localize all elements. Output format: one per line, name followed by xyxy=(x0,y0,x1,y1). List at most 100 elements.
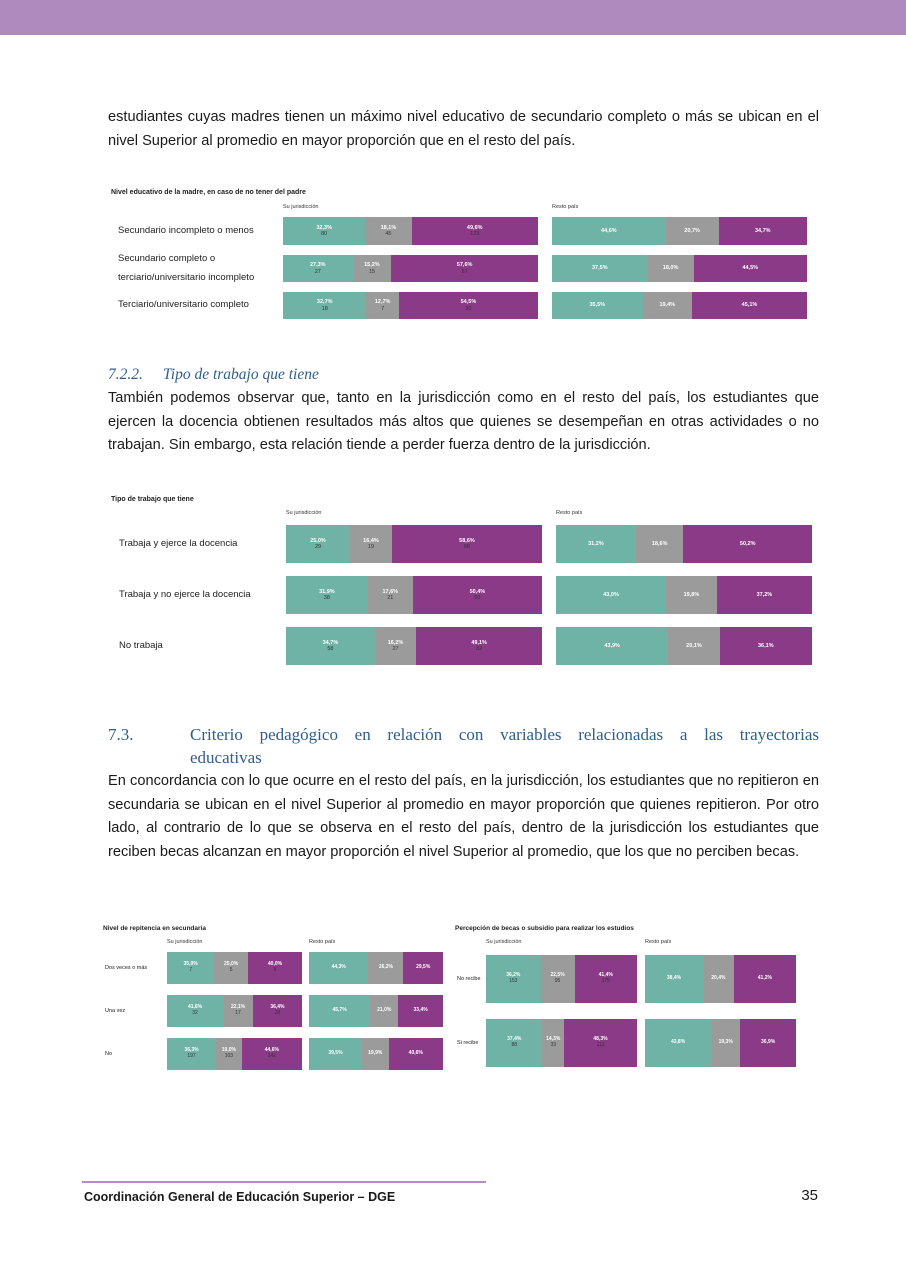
segment-superior: 39,5% xyxy=(309,1038,362,1070)
data-label-count: 7 xyxy=(381,305,385,312)
chart-title: Tipo de trabajo que tiene xyxy=(111,496,194,503)
data-label-count: 15 xyxy=(368,268,375,275)
segment-medio: 15,2% 15 xyxy=(352,255,392,282)
stacked-bar-jurisdiccion: 27,3% 27 15,2% 15 57,6% 57 xyxy=(283,255,538,282)
row-label: Si recibe xyxy=(457,1039,479,1046)
data-label-pct: 37,4% xyxy=(507,1036,522,1043)
heading-7-3: 7.3. Criterio pedagógico en relación con… xyxy=(108,723,819,769)
segment-inferior: 37,2% xyxy=(716,576,812,614)
chart-title: Nivel de repitencia en secundaria xyxy=(103,925,206,932)
data-label-pct: 19,3% xyxy=(718,1039,733,1046)
data-label-count: 5 xyxy=(229,967,233,973)
data-label-pct: 36,1% xyxy=(758,642,774,649)
row-label: Secundario completo o terciario/universi… xyxy=(118,253,255,283)
segment-medio: 16,4% 19 xyxy=(350,525,392,563)
segment-medio: 17,6% 21 xyxy=(367,576,413,614)
segment-superior: 35,5% xyxy=(552,292,643,319)
segment-medio: 20,4% xyxy=(702,955,734,1003)
segment-superior: 25,0% 29 xyxy=(286,525,350,563)
data-label-pct: 49,6% xyxy=(466,224,483,231)
footer-text: Coordinación General de Educación Superi… xyxy=(84,1190,396,1204)
segment-superior: 34,7% 58 xyxy=(286,627,375,665)
heading-text-line1: Criterio pedagógico en relación con vari… xyxy=(190,725,819,744)
heading-number: 7.2.2. xyxy=(108,366,143,383)
segment-medio: 19,8% xyxy=(666,576,717,614)
segment-inferior: 44,5% xyxy=(693,255,807,282)
segment-inferior: 50,4% 60 xyxy=(412,576,542,614)
segment-medio: 18,1% 45 xyxy=(365,217,412,245)
data-label-count: 80 xyxy=(321,231,328,237)
data-label-count: 58 xyxy=(327,646,334,652)
data-label-pct: 33,4% xyxy=(413,1007,428,1014)
segment-inferior: 49,6% 123 xyxy=(411,217,538,245)
data-label-count: 19 xyxy=(367,544,375,550)
segment-superior: 31,9% 38 xyxy=(286,576,368,614)
data-label-count: 123 xyxy=(470,231,480,237)
segment-inferior: 41,2% xyxy=(733,955,796,1003)
data-label-pct: 12,7% xyxy=(374,299,391,306)
segment-superior: 31,2% xyxy=(556,525,636,563)
segment-inferior: 36,9% xyxy=(740,1019,796,1067)
segment-medio: 20,1% xyxy=(668,627,720,665)
data-label-pct: 43,9% xyxy=(604,642,620,649)
data-label-count: 28 xyxy=(274,1010,281,1016)
data-label-count: 27 xyxy=(314,268,321,275)
data-label-count: 60 xyxy=(474,595,481,601)
segment-inferior: 45,1% xyxy=(691,292,807,319)
stacked-bar-jurisdiccion: 36,2% 153 22,5% 95 41,4% 175 xyxy=(486,955,637,1003)
segment-medio: 19,4% xyxy=(642,292,692,319)
row-label: Una vez xyxy=(105,1007,126,1014)
page-number: 35 xyxy=(801,1187,818,1204)
row-label: Secundario incompleto o menos xyxy=(118,224,254,236)
panel-title: Resto país xyxy=(552,204,579,210)
data-label-pct: 16,4% xyxy=(363,537,379,544)
segment-superior: 35,0% 7 xyxy=(167,952,215,984)
data-label-pct: 41,4% xyxy=(598,972,613,979)
footer-divider xyxy=(82,1181,486,1183)
segment-medio: 22,5% 95 xyxy=(540,955,575,1003)
heading-text: Tipo de trabajo que tiene xyxy=(163,366,319,383)
stacked-bar-resto: 38,4% 20,4% 41,2% xyxy=(645,955,796,1003)
segment-medio: 12,7% 7 xyxy=(366,292,399,319)
segment-medio: 22,1% 17 xyxy=(223,995,253,1027)
segment-superior: 45,7% xyxy=(309,995,371,1027)
data-label-pct: 19,4% xyxy=(659,302,676,309)
row-label: No recibe xyxy=(457,975,481,982)
segment-superior: 41,6% 32 xyxy=(167,995,224,1027)
data-label-pct: 40,6% xyxy=(408,1050,423,1057)
chart-title: Percepción de becas o subsidio para real… xyxy=(455,925,634,932)
stacked-bar-resto: 45,7% 21,0% 33,4% xyxy=(309,995,443,1027)
segment-superior: 32,3% 80 xyxy=(283,217,366,245)
data-label-pct: 35,5% xyxy=(589,302,606,309)
data-label-pct: 50,4% xyxy=(469,588,486,595)
data-label-pct: 36,9% xyxy=(761,1039,776,1046)
data-label-pct: 36,4% xyxy=(270,1004,285,1011)
segment-inferior: 29,5% xyxy=(403,952,443,984)
data-label-pct: 22,1% xyxy=(230,1004,246,1011)
data-label-count: 21 xyxy=(387,595,394,601)
data-label-pct: 32,7% xyxy=(316,299,333,306)
segment-superior: 43,8% xyxy=(645,1019,712,1067)
segment-inferior: 54,5% 30 xyxy=(398,292,538,319)
data-label-count: 45 xyxy=(385,231,392,237)
stacked-bar-resto: 37,5% 18,0% 44,5% xyxy=(552,255,807,282)
data-label-count: 197 xyxy=(187,1053,196,1059)
data-label-pct: 44,6% xyxy=(601,227,617,234)
segment-superior: 43,0% xyxy=(556,576,667,614)
segment-superior: 37,4% 88 xyxy=(486,1019,543,1067)
stacked-bar-jurisdiccion: 36,3% 197 19,0% 103 44,6% 242 xyxy=(167,1038,302,1070)
stacked-bar-resto: 44,3% 26,2% 29,5% xyxy=(309,952,443,984)
row-label: Trabaja y ejerce la docencia xyxy=(119,537,238,549)
segment-medio: 18,6% xyxy=(635,525,684,563)
segment-superior: 44,6% xyxy=(552,217,666,245)
segment-inferior: 48,3% 113 xyxy=(564,1019,637,1067)
data-label-count: 242 xyxy=(267,1053,277,1059)
data-label-count: 27 xyxy=(392,646,399,652)
segment-inferior: 41,4% 175 xyxy=(574,955,637,1003)
data-label-pct: 38,4% xyxy=(666,975,682,982)
stacked-bar-resto: 35,5% 19,4% 45,1% xyxy=(552,292,807,319)
panel-title: Resto país xyxy=(309,939,336,945)
segment-inferior: 40,6% xyxy=(388,1038,443,1070)
chart-title: Nivel educativo de la madre, en caso de … xyxy=(111,189,306,196)
row-label: Dos veces o más xyxy=(105,964,148,971)
